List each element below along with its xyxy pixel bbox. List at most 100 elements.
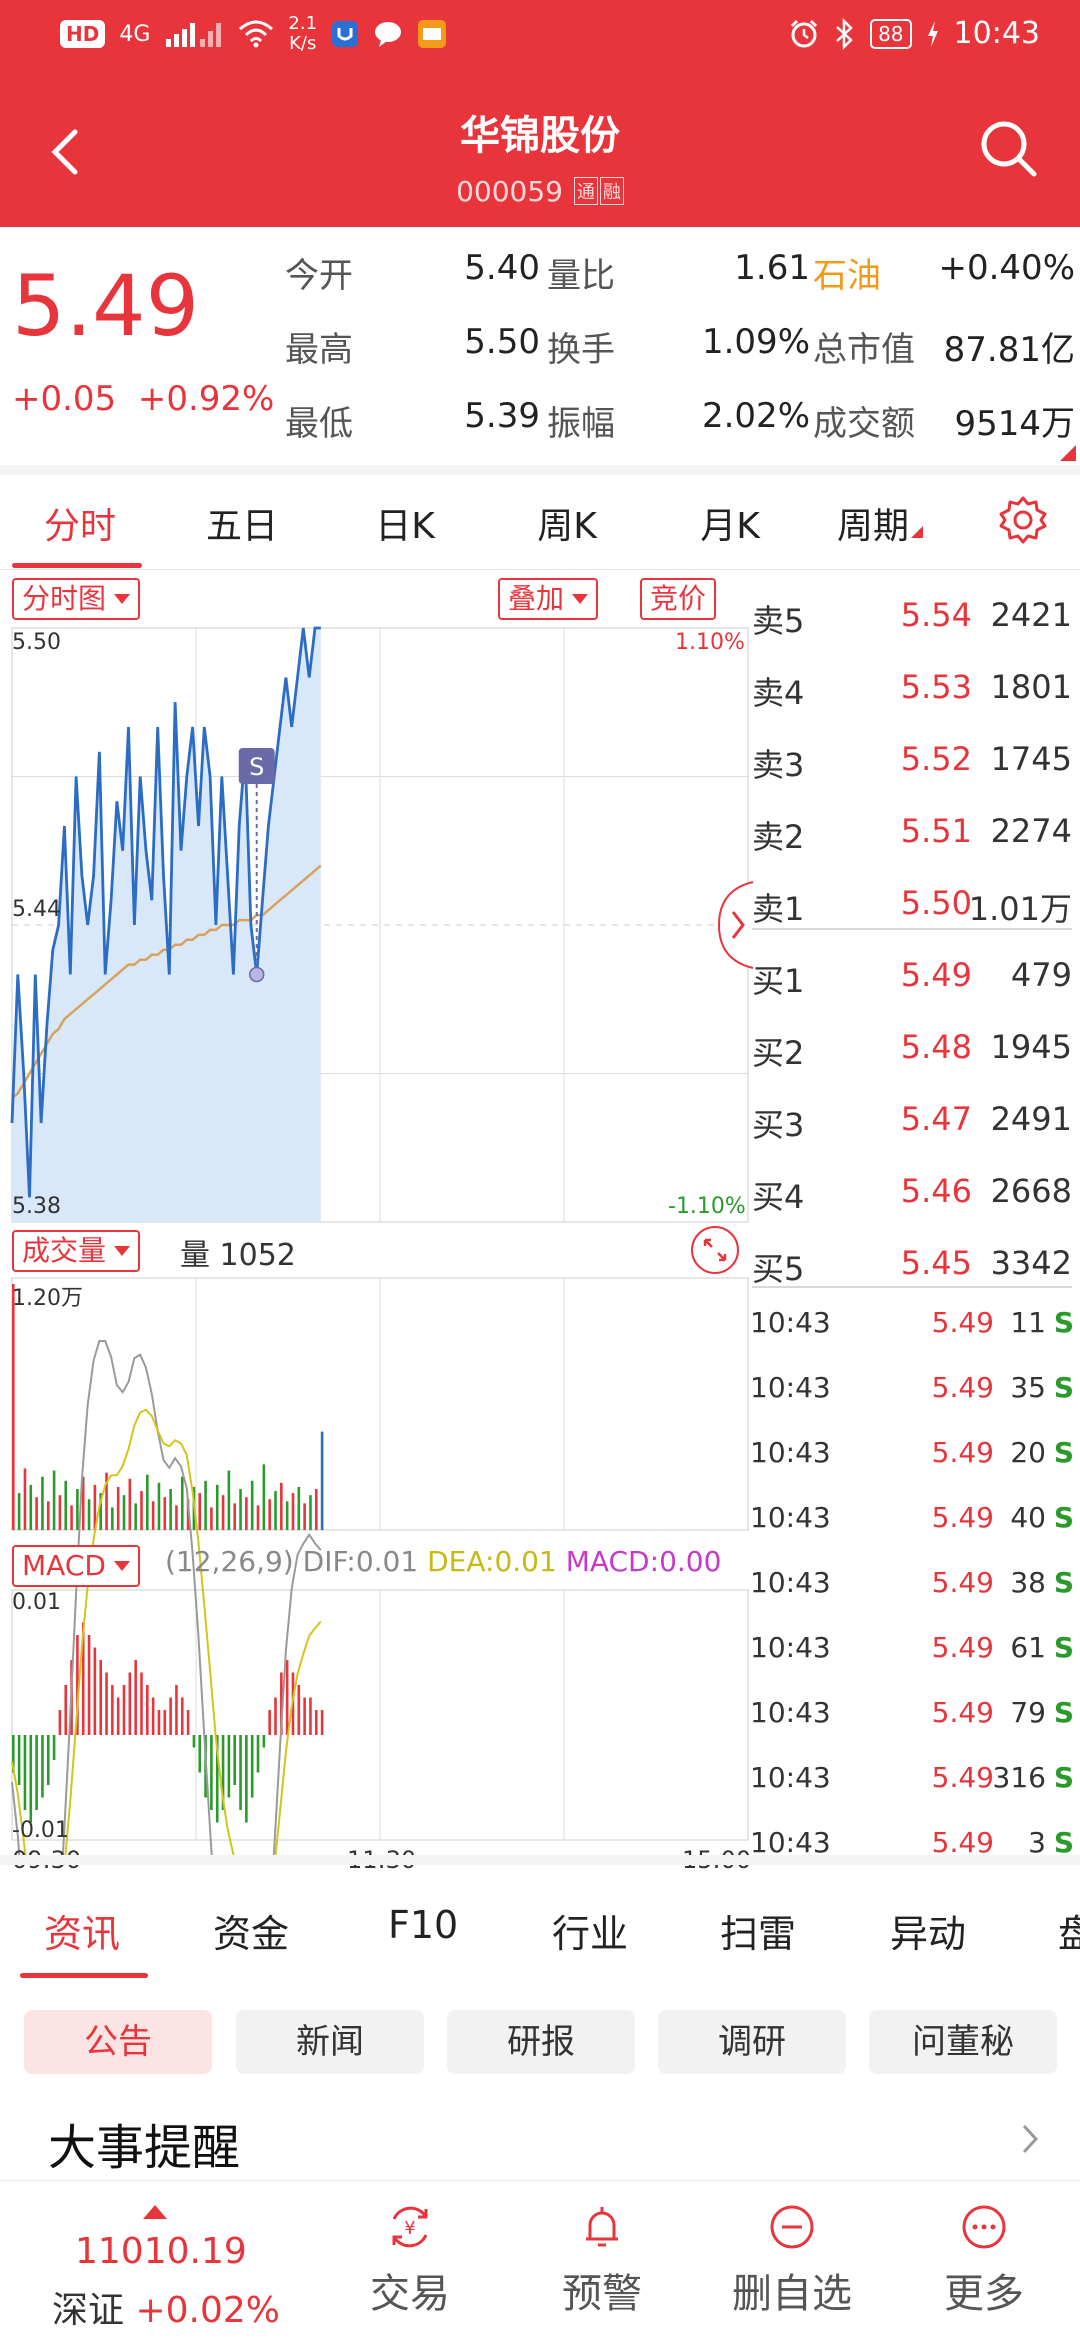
bid-label: 买5: [752, 1250, 805, 1288]
price-axis-bottom: 5.38: [12, 1194, 61, 1219]
macd-bar: [314, 1710, 318, 1735]
market-cap-value: 87.81亿: [943, 330, 1075, 370]
volume-bar: [111, 1507, 114, 1530]
volume-bar: [163, 1497, 167, 1530]
tab-f10[interactable]: F10: [388, 1903, 459, 1947]
battery-indicator: 88: [870, 18, 912, 49]
speed-unit: K/s: [289, 33, 317, 54]
tab-period-label: 周期: [836, 506, 909, 547]
trade-volume: 20: [1010, 1436, 1046, 1469]
trade-volume: 40: [1010, 1501, 1046, 1534]
app-notification-icon: [332, 21, 359, 47]
tab-monthly-k[interactable]: 月K: [700, 506, 760, 547]
trade-side: S: [1053, 1501, 1074, 1534]
volume-bar: [46, 1501, 50, 1530]
macd-params: (12,26,9): [165, 1545, 294, 1578]
nav-remove-watchlist[interactable]: 删自选: [712, 2199, 872, 2329]
high-label: 最高: [285, 330, 353, 370]
nav-more[interactable]: 更多: [904, 2199, 1064, 2329]
volume-indicator-selector[interactable]: 成交量: [12, 1230, 141, 1272]
bid-row: 买4 5.46 2668: [752, 1156, 1076, 1228]
quote-panel: 5.49 +0.05 +0.92% 今开 5.40 量比 1.61 石油 +0.…: [0, 227, 1080, 465]
chat-notification-icon: [375, 22, 402, 47]
price-axis-top: 5.50: [12, 630, 61, 655]
tab-risk-scan[interactable]: 扫雷: [720, 1912, 797, 1956]
trade-side: S: [1053, 1826, 1074, 1859]
subtab-news[interactable]: 新闻: [236, 2010, 424, 2074]
tab-news-info[interactable]: 资讯: [44, 1912, 121, 1956]
volume-bar: [303, 1503, 306, 1530]
volume-bar: [204, 1480, 207, 1530]
divider: [0, 465, 1080, 475]
trade-volume: 316: [992, 1761, 1046, 1794]
dea-line: [11, 1408, 322, 1860]
ask-row: 卖4 5.53 1801: [752, 652, 1076, 724]
auction-button[interactable]: 竞价: [640, 578, 717, 620]
trade-side: S: [1053, 1436, 1074, 1469]
fullscreen-icon[interactable]: [690, 1225, 740, 1275]
bid-volume: 2668: [990, 1172, 1072, 1210]
macd-bar: [76, 1635, 79, 1735]
volume-bar: [157, 1482, 161, 1530]
macd-bar: [87, 1635, 91, 1735]
tab-daily-k[interactable]: 日K: [375, 506, 435, 547]
chevron-down-icon: [113, 1561, 130, 1571]
trade-side: S: [1053, 1761, 1074, 1794]
macd-bar: [35, 1735, 38, 1810]
tab-capital[interactable]: 资金: [213, 1912, 290, 1956]
trade-volume: 11: [1010, 1306, 1046, 1339]
signal-icon: [166, 23, 222, 47]
change-percent: +0.92%: [137, 379, 275, 419]
tab-industry[interactable]: 行业: [552, 1912, 629, 1956]
volume-bar: [198, 1493, 202, 1530]
ask-row: 卖1 5.50 1.01万: [752, 868, 1076, 940]
subtab-ask-secretary[interactable]: 问董秘: [869, 2010, 1057, 2074]
trade-icon: ¥: [392, 2206, 428, 2248]
macd-bar: [210, 1735, 213, 1810]
sector-link[interactable]: 石油: [813, 256, 881, 296]
up-arrow-icon: [143, 2205, 167, 2219]
chevron-right-icon: [1022, 2124, 1039, 2154]
index-change: +0.02%: [135, 2290, 280, 2331]
quote-row: 最高 5.50 换手 1.09% 总市值 87.81亿: [285, 314, 1075, 374]
tab-intraday[interactable]: 分时: [43, 506, 116, 547]
search-button[interactable]: [970, 110, 1050, 190]
macd-axis-bottom: -0.01: [12, 1818, 69, 1843]
subtab-announcements[interactable]: 公告: [24, 2010, 212, 2074]
subtab-survey[interactable]: 调研: [658, 2010, 846, 2074]
dea-value: 0.01: [494, 1545, 557, 1578]
price-change: +0.05 +0.92%: [12, 379, 274, 419]
volume-bar: [41, 1476, 44, 1530]
macd-bar: [320, 1710, 324, 1735]
trade-row: 10:43 5.49 79 S: [750, 1680, 1076, 1745]
events-row[interactable]: 大事提醒: [0, 2100, 1080, 2180]
index-value: 11010.19: [75, 2231, 247, 2272]
tab-more-clipped[interactable]: 盘: [1058, 1912, 1080, 1956]
tab-period[interactable]: 周期: [800, 497, 960, 549]
macd-bar: [285, 1660, 289, 1735]
pct-axis-bottom: -1.10%: [668, 1194, 746, 1219]
macd-bar: [169, 1697, 172, 1735]
current-price: 5.49: [12, 257, 200, 355]
tab-five-day[interactable]: 五日: [205, 506, 278, 547]
pct-axis-top: 1.10%: [675, 630, 745, 655]
overlay-selector[interactable]: 叠加: [498, 578, 599, 620]
back-button[interactable]: [30, 110, 100, 190]
subtab-research[interactable]: 研报: [447, 2010, 635, 2074]
settings-gear-icon[interactable]: [995, 492, 1051, 548]
intraday-chart-area[interactable]: S: [0, 0, 1080, 1860]
status-bar: HD 4G 2.1 K/s: [0, 0, 1080, 75]
tab-weekly-k[interactable]: 周K: [537, 506, 597, 547]
nav-trade[interactable]: ¥ 交易: [330, 2199, 490, 2329]
nav-alert[interactable]: 预警: [522, 2199, 682, 2329]
macd-bar: [58, 1710, 62, 1735]
chart-view-selector[interactable]: 分时图: [12, 578, 141, 620]
volume-bar: [239, 1489, 242, 1530]
expand-quote-indicator[interactable]: [1060, 445, 1076, 461]
macd-axis-top: 0.01: [12, 1590, 61, 1615]
tab-anomaly[interactable]: 异动: [890, 1912, 967, 1956]
amplitude-label: 振幅: [547, 404, 615, 444]
macd-indicator-selector[interactable]: MACD: [12, 1545, 140, 1587]
expand-side-panel-button[interactable]: [715, 880, 755, 970]
volume-bar: [35, 1497, 38, 1530]
